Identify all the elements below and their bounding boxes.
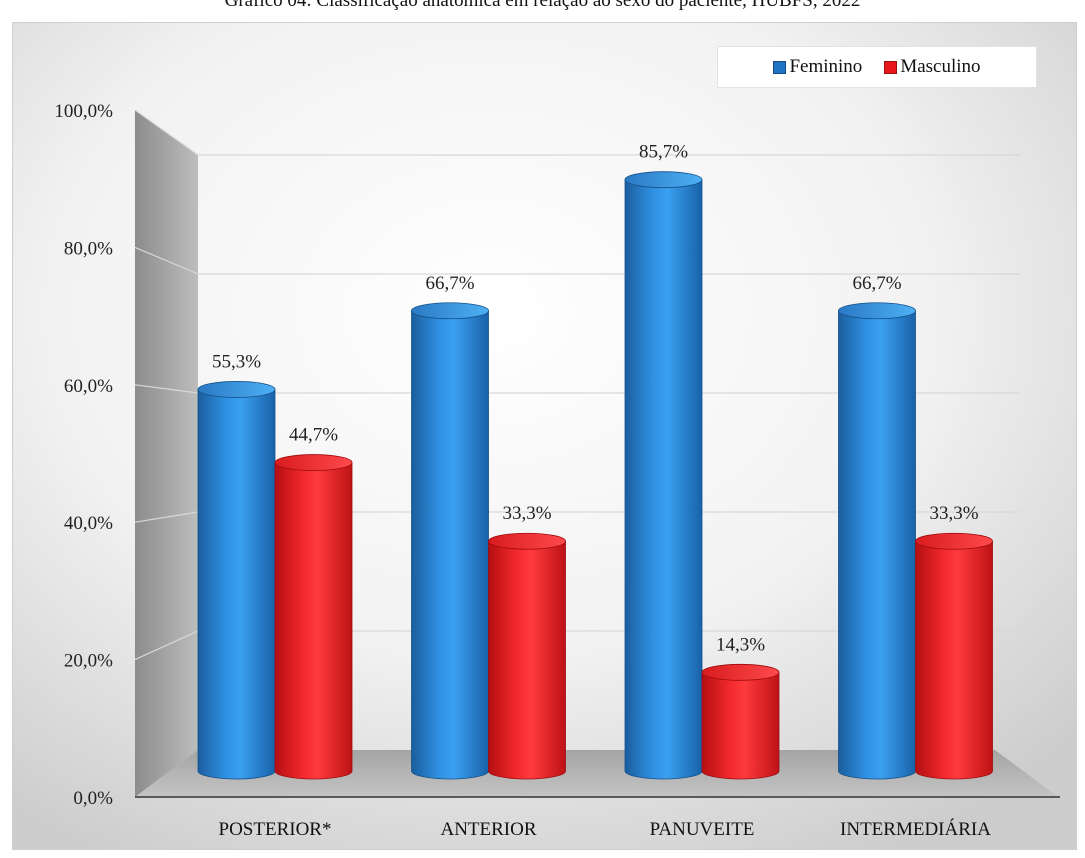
legend-swatch-masculino bbox=[884, 60, 898, 74]
bar-body bbox=[915, 540, 993, 780]
bar-masculino bbox=[488, 532, 566, 780]
y-tick-label: 20,0% bbox=[64, 651, 113, 672]
bar-feminino bbox=[624, 171, 703, 780]
chart-area bbox=[12, 22, 1077, 850]
bar-masculino bbox=[701, 663, 780, 780]
x-category-label: POSTERIOR* bbox=[219, 819, 332, 840]
bar-feminino bbox=[838, 302, 916, 780]
data-label-masculino: 44,7% bbox=[289, 425, 338, 446]
bar-body bbox=[838, 310, 916, 780]
legend-swatch-feminino bbox=[773, 60, 787, 74]
gridline-side bbox=[134, 109, 199, 156]
legend-label-masculino: Masculino bbox=[900, 56, 981, 77]
data-label-feminino: 66,7% bbox=[425, 273, 474, 294]
bar-top bbox=[838, 302, 916, 320]
bar-feminino bbox=[197, 381, 276, 780]
legend-item-masculino: Masculino bbox=[884, 56, 981, 78]
bar-top bbox=[274, 454, 353, 471]
x-category-label: PANUVEITE bbox=[650, 819, 755, 840]
data-label-masculino: 14,3% bbox=[716, 634, 765, 655]
gridline-side bbox=[134, 246, 199, 275]
bar-top bbox=[411, 302, 489, 320]
data-label-feminino: 85,7% bbox=[639, 142, 688, 163]
bar-top bbox=[197, 381, 276, 398]
bar-body bbox=[488, 540, 566, 780]
data-label-feminino: 66,7% bbox=[852, 273, 901, 294]
bar-top bbox=[701, 663, 780, 681]
x-category-label: INTERMEDIÁRIA bbox=[840, 818, 991, 840]
y-tick-label: 40,0% bbox=[64, 513, 113, 534]
bar-body bbox=[411, 310, 489, 780]
data-label-masculino: 33,3% bbox=[929, 503, 978, 524]
legend-label-feminino: Feminino bbox=[789, 56, 863, 77]
legend: Feminino Masculino bbox=[717, 46, 1037, 88]
bar-body bbox=[624, 179, 703, 780]
bar-body bbox=[701, 671, 780, 780]
gridline-side bbox=[134, 384, 199, 394]
bar-body bbox=[274, 462, 353, 780]
side-wall bbox=[135, 110, 198, 797]
gridline-side bbox=[134, 511, 199, 523]
data-label-feminino: 55,3% bbox=[212, 351, 261, 372]
bar-top bbox=[624, 171, 703, 189]
bar-top bbox=[488, 532, 566, 550]
y-tick-label: 80,0% bbox=[64, 238, 113, 259]
legend-item-feminino: Feminino bbox=[773, 56, 862, 78]
bar-masculino bbox=[915, 532, 993, 780]
chart-title: Gráfico 04: Classificação anatômica em r… bbox=[224, 0, 861, 11]
bar-top bbox=[915, 532, 993, 550]
bar-feminino bbox=[411, 302, 489, 780]
floor bbox=[135, 750, 1058, 797]
bar-masculino bbox=[274, 454, 353, 780]
y-tick-label: 100,0% bbox=[54, 101, 113, 122]
bar-body bbox=[197, 389, 276, 780]
x-category-label: ANTERIOR bbox=[440, 819, 536, 840]
gridline-side bbox=[134, 630, 199, 661]
y-tick-label: 0,0% bbox=[73, 788, 113, 809]
y-tick-label: 60,0% bbox=[64, 376, 113, 397]
data-label-masculino: 33,3% bbox=[502, 503, 551, 524]
